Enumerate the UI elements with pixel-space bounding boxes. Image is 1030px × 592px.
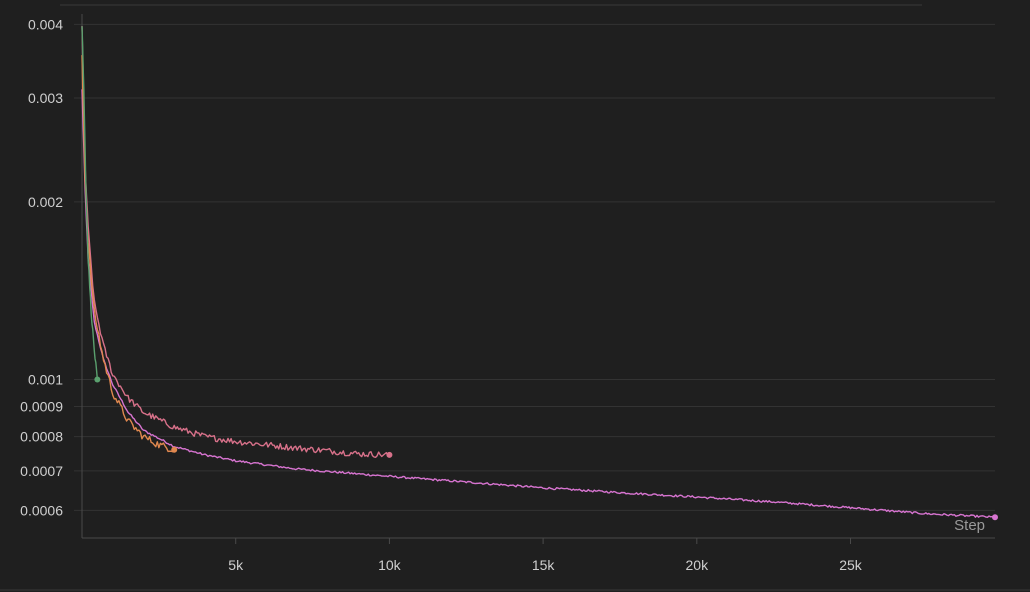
series-lines xyxy=(81,26,998,521)
x-tick-label: 10k xyxy=(378,557,402,573)
x-tick-label: 5k xyxy=(228,557,244,573)
y-tick-label: 0.002 xyxy=(28,194,63,210)
y-tick-label: 0.0008 xyxy=(20,429,63,445)
series-end-dot-2 xyxy=(171,446,178,453)
series-end-dot-0 xyxy=(992,514,998,521)
y-tick-label: 0.0007 xyxy=(20,463,63,479)
x-tick-label: 15k xyxy=(532,557,556,573)
x-axis-label: Step xyxy=(954,517,985,534)
series-line-2 xyxy=(81,55,175,453)
series-end-dot-3 xyxy=(94,376,101,383)
y-tick-label: 0.0009 xyxy=(20,398,63,414)
y-tick-labels: 0.0006 0.0007 0.0008 0.0009 0.001 0.002 0.003 0… xyxy=(20,16,63,518)
y-tick-label: 0.003 xyxy=(28,90,63,106)
x-tick-label: 25k xyxy=(839,557,863,573)
grid-lines xyxy=(74,23,995,511)
axes xyxy=(81,14,995,544)
y-tick-label: 0.004 xyxy=(28,16,63,32)
y-tick-label: 0.001 xyxy=(28,371,63,387)
series-line-1 xyxy=(81,26,390,459)
x-tick-label: 20k xyxy=(686,557,710,573)
series-line-0 xyxy=(81,89,996,518)
y-tick-label: 0.0006 xyxy=(20,502,63,518)
x-tick-labels: 5k 10k 15k 20k 25k xyxy=(228,557,862,573)
series-line-3 xyxy=(81,26,99,380)
series-end-dot-1 xyxy=(386,451,393,458)
